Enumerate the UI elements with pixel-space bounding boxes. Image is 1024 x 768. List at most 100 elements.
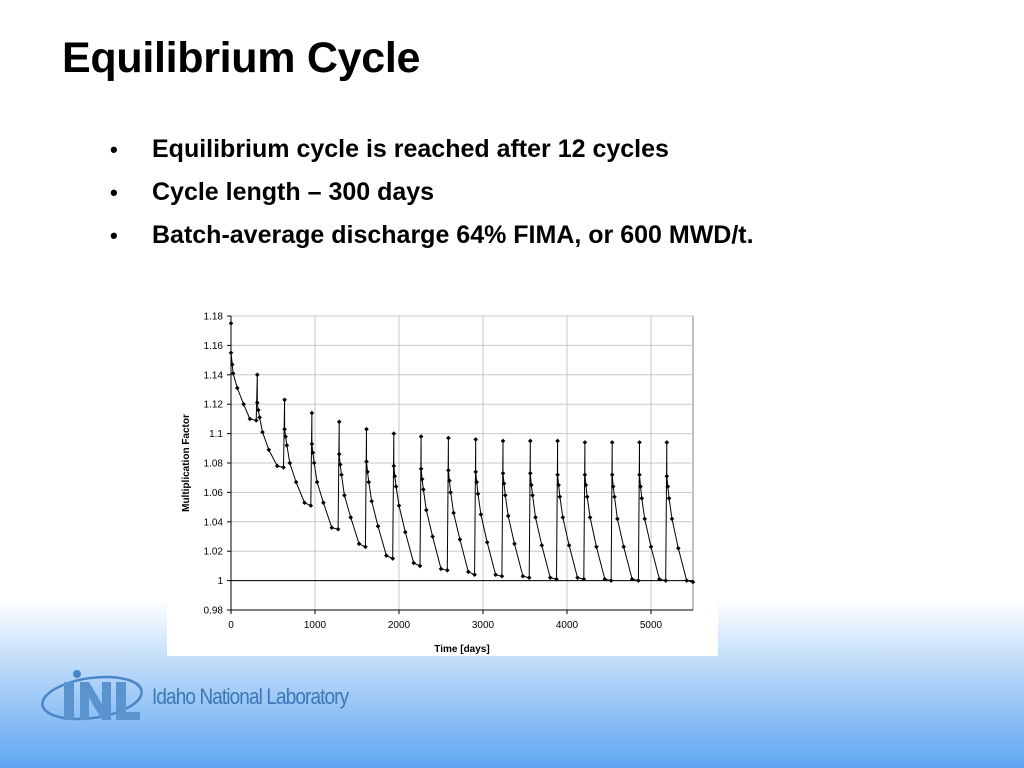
data-point <box>309 410 315 416</box>
data-point <box>342 493 347 498</box>
data-point <box>266 447 272 453</box>
data-point <box>336 451 342 457</box>
data-point <box>648 544 654 550</box>
data-point <box>417 563 423 569</box>
x-tick-label: 1000 <box>304 620 327 631</box>
data-point <box>375 523 381 529</box>
data-point <box>445 568 450 573</box>
data-point <box>451 510 456 516</box>
data-point <box>228 321 234 326</box>
data-point <box>424 507 429 513</box>
bullet-item: • Equilibrium cycle is reached after 12 c… <box>110 128 754 171</box>
data-point <box>365 469 370 475</box>
data-point <box>473 469 478 475</box>
data-point <box>466 569 471 575</box>
data-point <box>228 350 234 356</box>
data-point <box>364 426 369 432</box>
data-point <box>281 465 286 470</box>
data-point <box>391 463 397 469</box>
data-point <box>557 494 563 500</box>
data-point <box>356 541 362 547</box>
data-point <box>690 579 696 585</box>
data-point <box>638 484 643 489</box>
data-point <box>615 516 620 522</box>
data-point <box>527 470 533 476</box>
data-point <box>472 572 477 578</box>
y-tick-label: 1.14 <box>204 370 224 381</box>
bullet-list: • Equilibrium cycle is reached after 12 c… <box>110 128 754 257</box>
data-point <box>642 516 647 522</box>
data-point <box>419 476 425 482</box>
y-tick-label: 0.98 <box>204 606 224 617</box>
data-point <box>602 576 608 582</box>
series-line <box>230 323 694 583</box>
bullet-text: Cycle length – 300 days <box>152 178 435 206</box>
data-point <box>629 576 635 582</box>
y-tick-label: 1.1 <box>209 429 223 440</box>
y-tick-label: 1.18 <box>204 312 224 323</box>
y-axis-title: Multiplication Factor <box>181 414 192 512</box>
data-point <box>665 484 671 489</box>
data-point <box>554 576 559 582</box>
data-point <box>639 495 645 501</box>
data-point <box>475 491 481 497</box>
data-point <box>657 576 662 582</box>
bullet-text: Batch-average discharge 64% FIMA, or 600… <box>152 221 754 249</box>
data-point <box>526 575 532 580</box>
bullet-text: Equilibrium cycle is reached after 12 cy… <box>152 135 669 163</box>
data-point <box>621 544 626 550</box>
y-tick-label: 1.06 <box>204 488 224 499</box>
data-point <box>474 479 479 485</box>
data-point <box>384 553 389 558</box>
data-point <box>666 495 672 501</box>
data-point <box>575 575 580 580</box>
data-point <box>608 578 614 583</box>
data-point <box>411 560 416 566</box>
x-tick-label: 0 <box>228 620 234 631</box>
data-point <box>396 503 402 508</box>
data-point <box>392 473 398 479</box>
data-point <box>478 512 484 517</box>
inl-logo: Idaho National Laboratory <box>40 664 360 730</box>
data-point <box>260 429 265 435</box>
data-point <box>636 578 641 583</box>
data-point <box>594 544 599 550</box>
data-point <box>584 494 590 500</box>
data-point <box>663 578 668 583</box>
data-point <box>637 440 642 445</box>
data-point <box>391 431 397 436</box>
data-point <box>512 541 517 547</box>
data-point <box>566 543 572 548</box>
data-point <box>369 498 374 504</box>
data-point <box>293 479 299 485</box>
data-point <box>339 472 344 478</box>
data-point <box>555 472 560 478</box>
data-point <box>582 472 588 478</box>
data-point <box>447 478 452 483</box>
data-point <box>314 479 320 485</box>
data-point <box>664 440 670 445</box>
data-point <box>302 500 307 505</box>
y-tick-label: 1.04 <box>204 517 224 528</box>
y-tick-label: 1 <box>217 576 223 587</box>
data-point <box>637 472 642 478</box>
data-point <box>418 466 424 472</box>
y-tick-label: 1.08 <box>204 459 224 470</box>
data-point <box>335 526 341 532</box>
data-point <box>609 472 615 478</box>
data-point <box>493 572 498 578</box>
data-point <box>421 487 426 492</box>
data-point <box>499 573 505 579</box>
x-tick-label: 3000 <box>472 620 495 631</box>
data-point <box>446 435 451 441</box>
data-point <box>505 513 511 519</box>
bullet-dot: • <box>110 222 118 248</box>
bullet-dot: • <box>110 179 118 205</box>
data-point <box>581 576 587 582</box>
data-point <box>582 440 588 445</box>
data-point <box>500 470 506 476</box>
x-tick-label: 5000 <box>640 620 663 631</box>
data-point <box>612 494 617 500</box>
data-point <box>529 482 534 488</box>
data-point <box>609 440 615 445</box>
